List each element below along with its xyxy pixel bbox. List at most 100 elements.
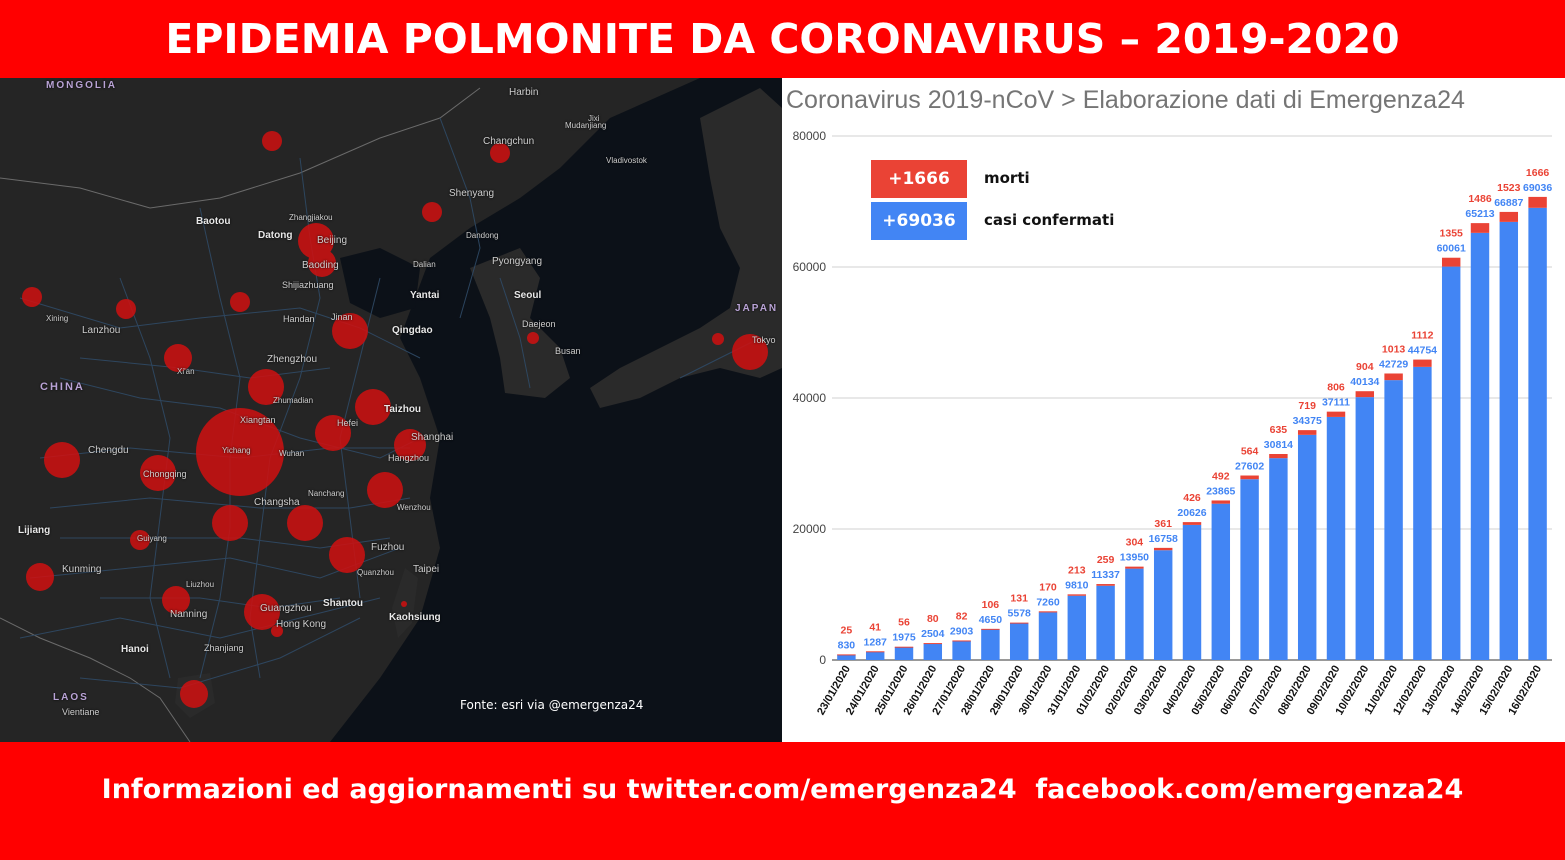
bar-deaths: [1384, 373, 1403, 381]
outbreak-circle: [130, 530, 150, 550]
bar-deaths: [1499, 211, 1519, 222]
bar-cases: [1326, 416, 1346, 660]
bar-deaths: [923, 643, 943, 645]
bar-cases: [1413, 366, 1432, 660]
bar-deaths: [1326, 411, 1346, 417]
data-label-cases: 40134: [1350, 376, 1379, 388]
map-canvas: [0, 78, 782, 742]
data-label-cases: 69036: [1523, 182, 1552, 194]
map-label-zhengzhou: Zhengzhou: [267, 354, 318, 365]
data-label-deaths: 719: [1298, 400, 1316, 412]
bar-deaths: [1470, 223, 1490, 233]
bar-deaths: [1182, 522, 1202, 525]
data-label-deaths: 56: [898, 617, 910, 629]
data-label-cases: 5578: [1008, 608, 1032, 620]
map-label-shanghai: Shanghai: [411, 432, 454, 443]
bar-deaths: [1009, 622, 1029, 624]
map-label-hongkong: Hong Kong: [276, 619, 327, 630]
bar-deaths: [1153, 547, 1173, 551]
data-label-deaths: 1523: [1497, 182, 1521, 194]
outbreak-circle: [287, 505, 323, 541]
map-label-beijing: Beijing: [317, 235, 348, 246]
map-label-vladivostok: Vladivostok: [606, 156, 647, 165]
outbreak-circles: [22, 131, 768, 708]
data-label-cases: 30814: [1264, 439, 1293, 451]
outbreak-circle: [271, 625, 283, 637]
map-label-mongolia: MONGOLIA: [46, 80, 117, 91]
bar-cases: [1096, 585, 1115, 660]
legend-swatch-cases: +69036: [871, 202, 967, 240]
border-line: [0, 87, 481, 209]
data-label-deaths: 41: [869, 621, 881, 633]
map-label-yichang: Yichang: [222, 446, 251, 455]
bar-deaths: [952, 640, 971, 642]
map-label-guiyang: Guiyang: [137, 534, 167, 543]
map-label-nanning: Nanning: [170, 609, 208, 620]
outbreak-circle: [44, 442, 80, 478]
data-label-deaths: 213: [1068, 564, 1086, 576]
outbreak-circle: [22, 287, 42, 307]
data-label-deaths: 1355: [1440, 228, 1464, 240]
data-label-cases: 9810: [1065, 579, 1089, 591]
outbreak-circle: [164, 344, 192, 372]
outbreak-circle: [732, 334, 768, 370]
bar-deaths: [1096, 584, 1115, 586]
map-label-zhangjiakou: Zhangjiakou: [289, 213, 333, 222]
outbreak-circle: [329, 537, 365, 573]
data-label-cases: 4650: [979, 614, 1003, 626]
legend-value-deaths: +1666: [888, 169, 950, 189]
outbreak-circle: [244, 594, 280, 630]
data-label-cases: 27602: [1235, 461, 1264, 473]
bar-deaths: [894, 646, 914, 648]
data-label-cases: 7260: [1036, 596, 1060, 608]
data-label-cases: 37111: [1322, 397, 1350, 409]
map-label-quanzhou: Quanzhou: [357, 568, 394, 577]
map-label-dalian: Dalian: [413, 260, 436, 269]
outbreak-circle: [26, 563, 54, 591]
data-label-cases: 65213: [1465, 208, 1494, 220]
map-label-kunming: Kunming: [62, 564, 102, 575]
bar-cases: [1384, 380, 1403, 660]
bar-deaths: [1269, 454, 1288, 459]
chart-panel: Coronavirus 2019-nCoV > Elaborazione dat…: [782, 78, 1565, 742]
outbreak-circle: [355, 389, 391, 425]
outbreak-circle: [180, 680, 208, 708]
bar-cases: [1211, 503, 1231, 660]
bar-chart: 0200004000060000800008302523/01/20201287…: [793, 129, 1553, 717]
korea-land: [470, 248, 570, 398]
bar-cases: [952, 640, 971, 660]
footer-banner: Informazioni ed aggiornamenti su twitter…: [0, 742, 1565, 860]
data-label-deaths: 131: [1010, 593, 1028, 605]
map-label-changchun: Changchun: [483, 136, 535, 147]
outbreak-circle: [140, 455, 176, 491]
map-label-busan: Busan: [555, 346, 581, 356]
header-banner: EPIDEMIA POLMONITE DA CORONAVIRUS – 2019…: [0, 0, 1565, 78]
data-label-deaths: 259: [1097, 554, 1115, 566]
outbreak-circle: [367, 472, 403, 508]
y-tick-label: 20000: [793, 522, 827, 536]
data-label-cases: 60061: [1437, 243, 1466, 255]
bar-deaths: [837, 654, 856, 656]
map-label-laos: LAOS: [53, 692, 89, 703]
map-label-tokyo: Tokyo: [752, 335, 776, 345]
map-label-fuzhou: Fuzhou: [371, 542, 405, 553]
bar-cases: [1470, 232, 1490, 660]
map-label-taizhou: Taizhou: [384, 404, 422, 415]
bar-deaths: [1413, 359, 1432, 367]
bar-cases: [1297, 434, 1317, 660]
map-label-daejeon: Daejeon: [522, 319, 556, 329]
map-label-lanzhou: Lanzhou: [82, 325, 121, 336]
data-label-cases: 66887: [1494, 197, 1523, 209]
map-label-lijiang: Lijiang: [18, 525, 51, 536]
sea-area: [330, 78, 782, 742]
legend-label-deaths: morti: [984, 169, 1030, 187]
data-label-deaths: 492: [1212, 470, 1230, 482]
map-label-xiangtan: Xiangtan: [240, 415, 276, 425]
map-label-qingdao: Qingdao: [392, 325, 433, 336]
bar-cases: [1038, 612, 1058, 660]
outbreak-circle: [248, 369, 284, 405]
data-label-deaths: 304: [1126, 537, 1144, 549]
y-tick-label: 40000: [793, 391, 827, 405]
data-label-deaths: 1013: [1382, 343, 1406, 355]
bar-cases: [894, 647, 914, 660]
